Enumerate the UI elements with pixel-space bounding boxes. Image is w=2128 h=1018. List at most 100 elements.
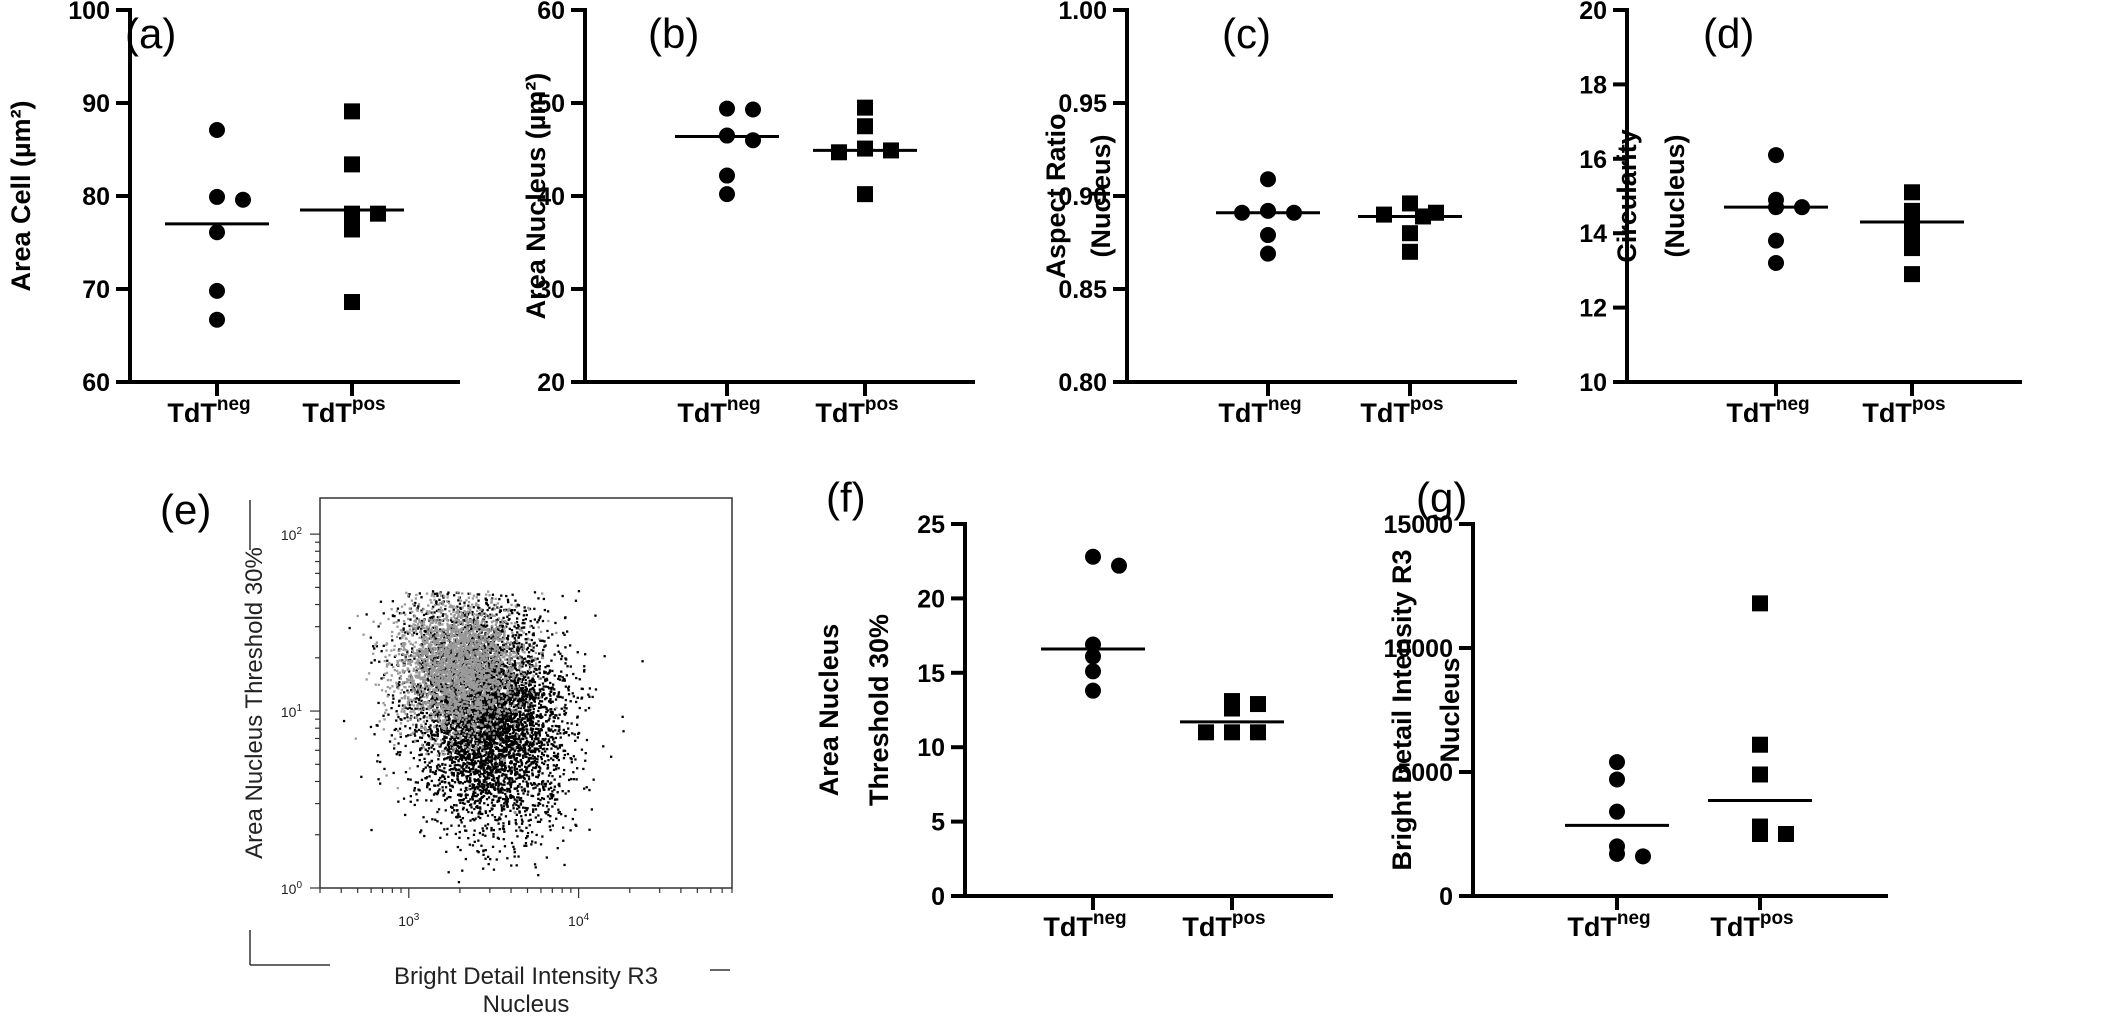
event-dot <box>522 792 525 795</box>
event-dot <box>498 683 502 687</box>
event-dot <box>426 782 429 786</box>
event-dot <box>490 792 493 796</box>
event-dot <box>523 695 526 698</box>
event-dot <box>534 732 537 735</box>
event-dot <box>522 770 526 773</box>
event-dot <box>458 602 462 605</box>
event-dot <box>542 797 546 801</box>
event-dot <box>510 687 513 690</box>
event-dot <box>546 741 549 744</box>
event-dot <box>523 771 526 774</box>
event-dot <box>504 722 507 725</box>
event-dot <box>465 745 468 748</box>
event-dot <box>527 775 531 778</box>
event-dot <box>534 765 538 769</box>
event-dot <box>443 713 446 717</box>
event-dot <box>502 739 505 742</box>
event-dot <box>409 611 412 614</box>
event-dot <box>511 696 514 699</box>
event-dot <box>541 706 544 709</box>
event-dot <box>478 747 482 750</box>
event-dot <box>427 752 430 756</box>
event-dot <box>560 813 563 816</box>
event-dot <box>466 719 469 723</box>
event-dot <box>451 721 454 724</box>
event-dot <box>508 780 511 784</box>
event-dot <box>419 686 422 689</box>
event-dot <box>502 746 506 749</box>
event-dot <box>514 773 517 776</box>
event-dot <box>443 792 447 795</box>
event-dot <box>498 610 502 614</box>
event-dot <box>505 775 508 779</box>
event-dot <box>528 714 531 718</box>
event-dot <box>545 720 548 723</box>
event-dot <box>484 647 487 650</box>
event-dot <box>449 789 452 792</box>
event-dot <box>436 767 439 770</box>
event-dot <box>430 681 433 685</box>
event-dot <box>498 743 502 747</box>
event-dot <box>543 671 546 675</box>
event-dot <box>489 783 492 787</box>
event-dot <box>449 651 452 655</box>
event-dot <box>470 739 473 742</box>
event-dot <box>505 665 508 668</box>
event-dot <box>445 833 449 836</box>
event-dot <box>509 809 512 812</box>
event-dot <box>373 733 376 736</box>
event-dot <box>506 726 510 730</box>
event-dot <box>550 713 553 716</box>
event-dot <box>425 707 428 711</box>
event-dot <box>554 724 557 728</box>
event-dot <box>469 758 473 762</box>
event-dot <box>537 619 540 622</box>
event-dot <box>430 746 433 749</box>
event-dot <box>418 592 421 595</box>
y-tick-label: 10 <box>1579 369 1607 397</box>
event-dot <box>418 753 421 757</box>
event-dot <box>439 713 442 716</box>
event-dot <box>404 813 407 817</box>
event-dot <box>479 720 482 723</box>
event-dot <box>408 593 411 596</box>
event-dot <box>502 750 505 754</box>
event-dot <box>418 758 421 762</box>
event-dot <box>522 780 525 783</box>
event-dot <box>495 619 498 622</box>
event-dot <box>421 712 424 715</box>
event-dot <box>496 765 499 768</box>
event-dot <box>557 729 560 732</box>
event-dot <box>562 839 565 842</box>
event-dot <box>516 624 520 627</box>
event-dot <box>504 693 507 697</box>
event-dot <box>525 826 528 829</box>
event-dot <box>500 724 504 727</box>
event-dot <box>530 735 533 738</box>
event-dot <box>489 728 492 731</box>
event-dot <box>531 677 534 681</box>
event-dot <box>513 609 516 612</box>
y-tick-label: 0.85 <box>1058 276 1107 304</box>
event-dot <box>543 693 546 696</box>
event-dot <box>457 881 461 884</box>
event-dot <box>486 604 490 607</box>
event-dot <box>525 743 529 746</box>
event-dot <box>497 818 500 821</box>
event-dot <box>486 728 489 731</box>
event-dot <box>487 635 491 638</box>
event-dot <box>502 665 506 668</box>
event-dot <box>536 732 539 735</box>
event-dot <box>472 784 476 787</box>
event-dot <box>523 706 526 709</box>
event-dot <box>415 697 418 700</box>
event-dot <box>478 737 481 740</box>
event-dot <box>415 726 418 729</box>
event-dot <box>564 711 568 715</box>
event-dot <box>501 772 504 776</box>
event-dot <box>515 634 518 637</box>
event-dot <box>546 810 549 814</box>
event-dot <box>451 679 454 682</box>
data-point-circle <box>235 191 251 208</box>
event-dot <box>473 730 476 733</box>
